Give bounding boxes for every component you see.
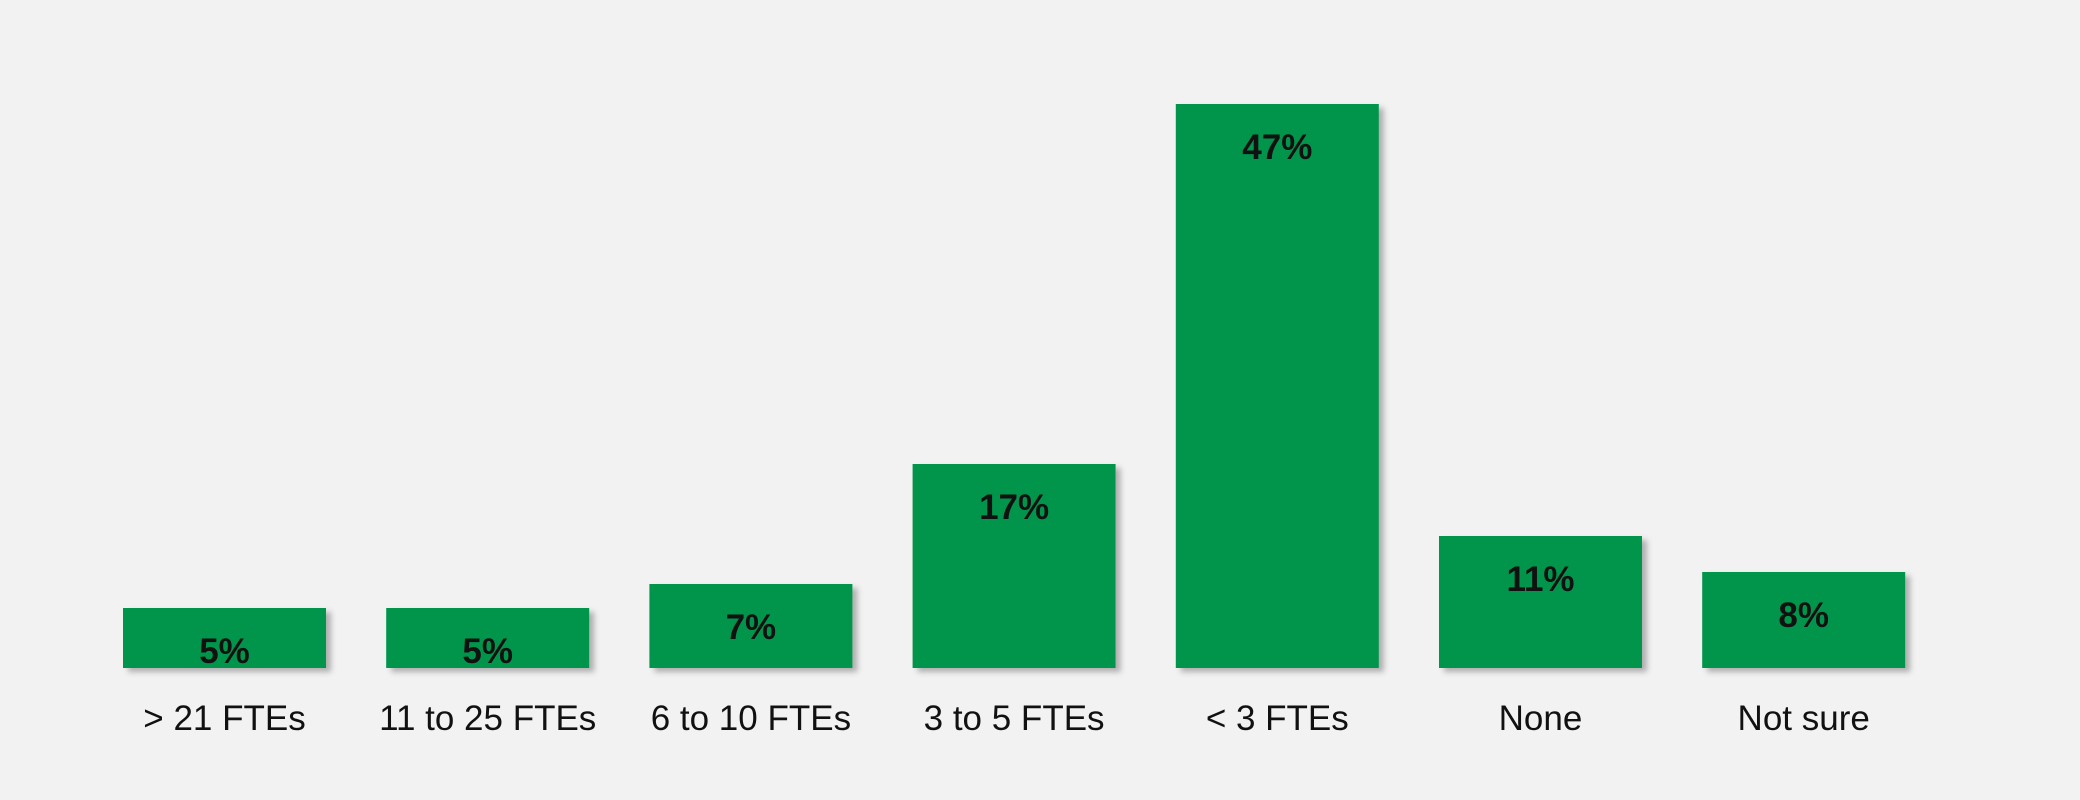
x-tick-label-4: < 3 FTEs [1206,699,1349,738]
x-tick-label-6: Not sure [1738,699,1870,738]
data-label-6: 8% [1778,596,1829,635]
x-tick-label-5: None [1499,699,1583,738]
data-label-3: 17% [979,488,1049,527]
x-tick-label-1: 11 to 25 FTEs [379,699,596,738]
data-label-2: 7% [726,608,777,647]
data-label-5: 11% [1506,560,1574,599]
data-label-4: 47% [1242,128,1312,167]
bar-0 [123,608,326,668]
x-tick-labels-group: > 21 FTEs 11 to 25 FTEs 6 to 10 FTEs 3 to 5… [143,699,1870,738]
value-labels-group: 5% 5% 7% 17% 47% 11% 8% [199,128,1829,671]
x-tick-label-2: 6 to 10 FTEs [651,699,851,738]
bar-4 [1175,104,1379,668]
bar-3 [912,464,1116,668]
data-label-1: 5% [462,632,513,671]
bar-5 [1439,536,1642,668]
x-tick-label-3: 3 to 5 FTEs [924,699,1105,738]
bar-6 [1702,572,1906,668]
x-tick-label-0: > 21 FTEs [143,699,305,738]
bar-2 [649,584,853,668]
bar-1 [386,608,590,668]
data-label-0: 5% [199,632,250,671]
bars-group [123,104,1906,668]
